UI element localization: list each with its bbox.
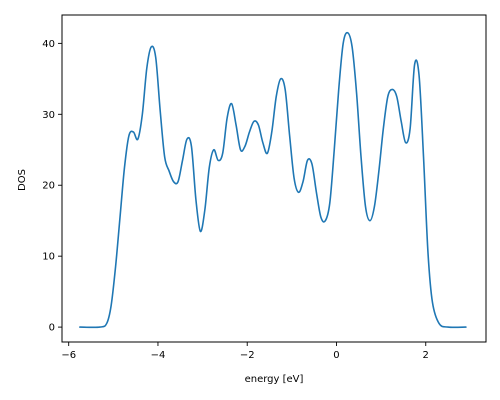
- x-axis-label: energy [eV]: [245, 374, 304, 385]
- dos-series-line: [79, 31, 467, 329]
- plot-area: [61, 14, 487, 343]
- x-tick-label: 0: [333, 350, 339, 361]
- x-tick-label: 2: [423, 350, 429, 361]
- y-tick-label: 10: [42, 252, 55, 263]
- y-axis-label: DOS: [17, 169, 28, 191]
- y-tick-label: 0: [49, 323, 55, 334]
- x-tick-label: −6: [61, 350, 76, 361]
- x-tick-label: −4: [151, 350, 166, 361]
- x-axis-ticks: −6 −4 −2 0 2: [61, 342, 429, 361]
- y-tick-label: 20: [42, 181, 55, 192]
- y-tick-label: 30: [42, 110, 55, 121]
- y-axis-ticks: 0 10 20 30 40: [42, 39, 62, 334]
- x-tick-label: −2: [240, 350, 255, 361]
- y-tick-label: 40: [42, 39, 55, 50]
